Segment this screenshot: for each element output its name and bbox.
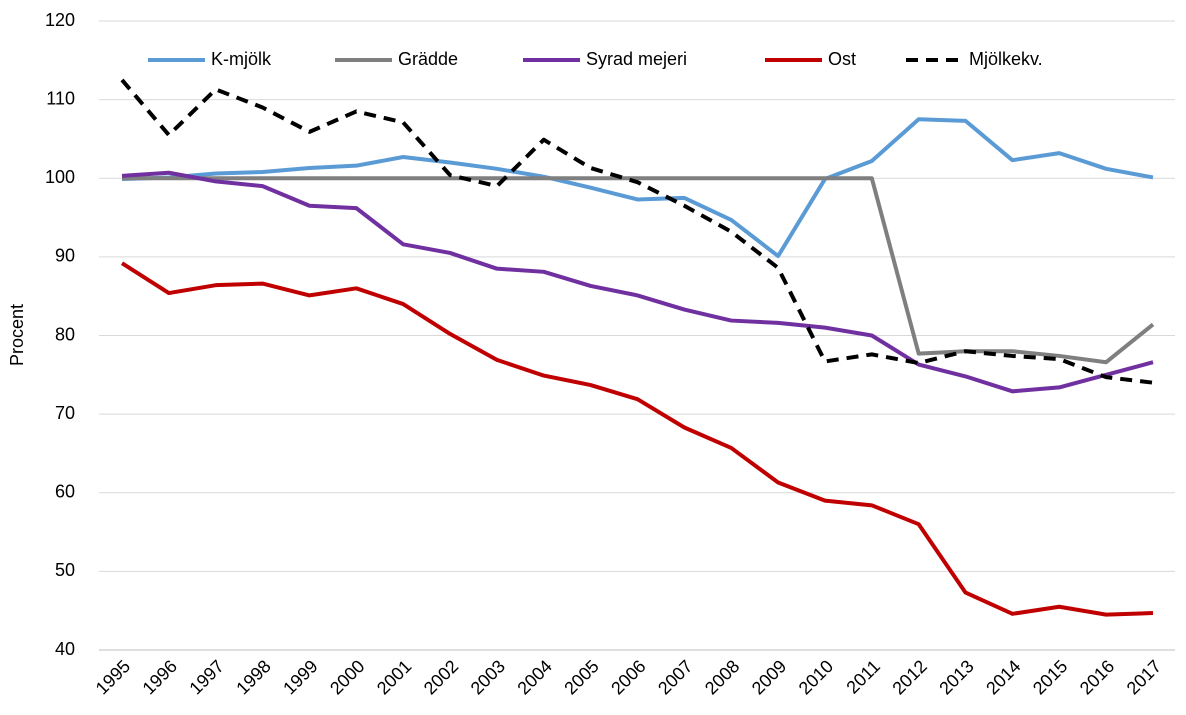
y-tick-label: 80 <box>55 324 75 344</box>
legend-label: K-mjölk <box>211 49 272 69</box>
x-tick-label: 2006 <box>607 656 649 698</box>
series-line <box>120 78 1154 385</box>
x-tick-label: 2004 <box>514 656 556 698</box>
y-tick-label: 40 <box>55 639 75 659</box>
series-line <box>120 261 1154 617</box>
x-tick-label: 1998 <box>232 656 274 698</box>
x-tick-label: 2017 <box>1123 656 1165 698</box>
legend-label: Ost <box>828 49 856 69</box>
x-tick-label: 2015 <box>1029 656 1071 698</box>
x-tick-label: 2014 <box>982 656 1024 698</box>
series-line <box>121 170 1154 394</box>
x-tick-label: 1996 <box>139 656 181 698</box>
x-tick-label: 2011 <box>842 656 884 698</box>
x-tick-label: 2005 <box>560 656 602 698</box>
x-tick-label: 2012 <box>888 656 930 698</box>
x-tick-label: 2009 <box>748 656 790 698</box>
x-tick-label: 2000 <box>326 656 368 698</box>
x-tick-label: 2002 <box>420 656 462 698</box>
x-tick-label: 2010 <box>795 656 837 698</box>
series-line <box>121 117 1154 259</box>
y-tick-label: 50 <box>55 560 75 580</box>
x-tick-label: 2008 <box>701 656 743 698</box>
y-tick-label: 110 <box>46 88 75 108</box>
legend-label: Syrad mejeri <box>586 49 687 69</box>
y-axis-label: Procent <box>7 304 27 366</box>
x-tick-label: 2013 <box>935 656 977 698</box>
x-tick-label: 1999 <box>279 656 321 698</box>
y-tick-label: 100 <box>45 167 75 187</box>
x-tick-label: 2003 <box>467 656 509 698</box>
x-tick-label: 1997 <box>185 656 227 698</box>
series-line <box>122 176 1155 365</box>
legend-label: Mjölkekv. <box>969 49 1043 69</box>
x-tick-label: 2001 <box>373 656 415 698</box>
y-tick-label: 120 <box>45 10 75 30</box>
y-tick-label: 60 <box>55 482 75 502</box>
x-tick-label: 1995 <box>92 656 134 698</box>
y-tick-label: 90 <box>55 246 75 266</box>
legend-label: Grädde <box>398 49 458 69</box>
x-tick-label: 2016 <box>1076 656 1118 698</box>
x-tick-label: 2007 <box>654 656 696 698</box>
y-tick-label: 70 <box>55 403 75 423</box>
